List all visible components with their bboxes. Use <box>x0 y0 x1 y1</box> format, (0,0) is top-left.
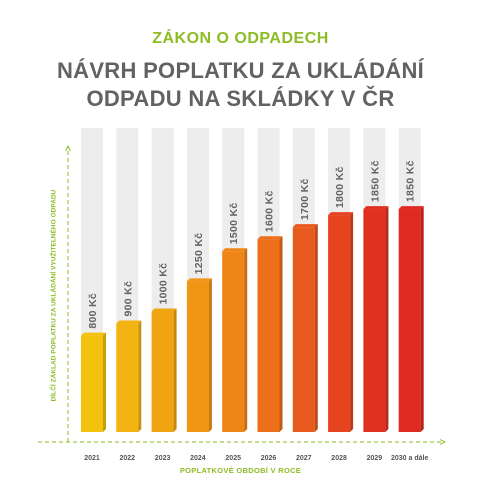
bar <box>222 248 248 432</box>
bar-top-face <box>116 320 142 324</box>
value-label: 1700 Kč <box>299 178 311 220</box>
bar <box>292 224 318 432</box>
bars <box>81 206 424 432</box>
bar-top-face <box>81 332 106 336</box>
x-tick-label: 2022 <box>120 455 136 462</box>
bar-side-face <box>350 212 354 432</box>
bar-top-face <box>186 278 212 282</box>
bar <box>363 206 389 432</box>
value-labels: 800 Kč 900 Kč 1000 Kč 1250 Kč 1500 Kč 1600 Kč… <box>87 160 417 328</box>
value-label: 1250 Kč <box>193 233 205 275</box>
bar <box>186 278 212 432</box>
bar-side-face <box>208 278 212 432</box>
bar-top-face <box>151 308 177 312</box>
bar-side-face <box>314 224 318 432</box>
value-label: 1850 Kč <box>369 160 381 202</box>
bar-front <box>186 281 209 432</box>
x-tick-label: 2024 <box>190 455 206 462</box>
x-axis-label: POPLATKOVÉ OBDOBÍ V ROCE <box>179 466 302 475</box>
bar-side-face <box>173 308 177 432</box>
bar-front <box>328 215 351 432</box>
bar <box>81 332 106 432</box>
x-tick-label: 2027 <box>296 455 312 462</box>
chart-title-line-1: NÁVRH POPLATKU ZA UKLÁDÁNÍ <box>56 58 425 83</box>
x-tick-label: 2025 <box>225 455 241 462</box>
bar <box>328 212 354 432</box>
bar-side-face <box>138 320 142 432</box>
bar-front <box>116 323 139 432</box>
bar-side-face <box>244 248 248 432</box>
value-label: 1850 Kč <box>405 160 417 202</box>
bar <box>116 320 142 432</box>
bar-top-face <box>292 224 318 228</box>
bar-top-face <box>222 248 248 252</box>
value-label: 800 Kč <box>87 293 99 329</box>
x-tick-label: 2028 <box>331 455 347 462</box>
bar-front <box>398 209 421 432</box>
bar-top-face <box>363 206 389 210</box>
bar-side-face <box>420 206 424 432</box>
bar-front <box>292 227 315 432</box>
x-tick-label: 2029 <box>367 455 383 462</box>
bar <box>398 206 424 432</box>
bar-side-face <box>103 332 106 432</box>
bar-top-face <box>398 206 424 210</box>
bar <box>151 308 177 432</box>
chart-title-line-2: ODPADU NA SKLÁDKY V ČR <box>86 86 395 111</box>
bar-top-face <box>328 212 354 216</box>
value-label: 1600 Kč <box>264 190 276 232</box>
bar-front <box>151 311 174 432</box>
bar-front <box>363 209 386 432</box>
x-tick-label: 2021 <box>84 455 100 462</box>
bar-side-face <box>385 206 389 432</box>
y-axis-label: DÍLČÍ ZÁKLAD POPLATKU ZA UKLÁDÁNÍ VYUŽIT… <box>50 189 58 402</box>
bar-side-face <box>279 236 283 432</box>
kicker-heading: ZÁKON O ODPADECH <box>152 30 329 47</box>
bar-top-face <box>257 236 283 240</box>
x-tick-label: 2023 <box>155 455 171 462</box>
value-label: 1800 Kč <box>334 166 346 208</box>
bar <box>257 236 283 432</box>
bar-front <box>222 251 245 432</box>
value-label: 900 Kč <box>122 281 134 317</box>
bar-front <box>257 239 280 432</box>
value-label: 1500 Kč <box>228 202 240 244</box>
value-label: 1000 Kč <box>158 263 170 305</box>
bar-front <box>81 335 103 432</box>
x-tick-label: 2030 a dále <box>391 455 428 462</box>
x-tick-label: 2026 <box>261 455 277 462</box>
x-tick-labels: 2021 2022 2023 2024 2025 2026 2027 2028 2029 2030… <box>84 455 428 462</box>
